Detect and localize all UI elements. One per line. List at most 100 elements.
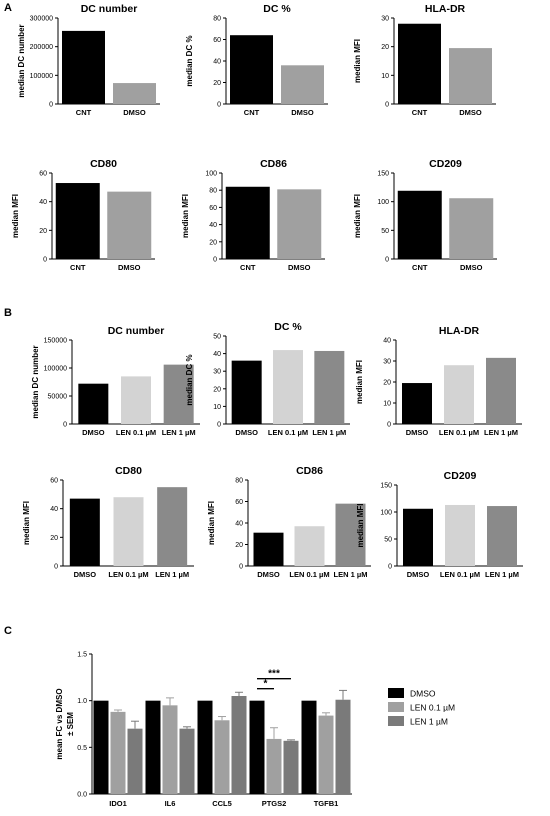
y-tick-label: 20	[209, 239, 217, 246]
legend-swatch-len-0-1-m	[388, 702, 404, 712]
bar-dmso	[281, 65, 324, 104]
chart-title: CD86	[260, 158, 287, 170]
bar-dmso	[107, 191, 152, 259]
legend-label: LEN 1 µM	[410, 717, 448, 727]
chart-a3: HLA-DR median MFI 0 10 20 30 CNT DMSO	[353, 3, 496, 117]
x-tick-label: LEN 1 µM	[484, 428, 518, 437]
y-tick-label: 20	[39, 228, 47, 235]
y-axis-title: ± SEM	[66, 712, 75, 736]
chart-b3: HLA-DR median MFI 0 10 20 30 40 DMSO LEN 0.1 µM L…	[355, 325, 522, 437]
x-tick-label: LEN 1 µM	[312, 428, 346, 437]
y-tick-label: 0.5	[77, 745, 87, 752]
y-tick-label: 150	[380, 483, 392, 490]
chart-title: DC number	[81, 3, 138, 15]
y-tick-label: 0	[385, 257, 389, 264]
bar-dmso	[113, 83, 156, 104]
chart-title: HLA-DR	[439, 325, 480, 337]
bar-len-1-m	[314, 350, 345, 424]
x-tick-label: DMSO	[288, 263, 311, 272]
chart-title: DC number	[108, 325, 165, 337]
bar-dmso	[277, 189, 322, 259]
x-tick-label: LEN 0.1 µM	[440, 570, 480, 579]
x-tick-label: TGFB1	[314, 799, 339, 808]
bar-ptgs2-len-1-m	[283, 740, 299, 794]
y-tick-label: 50	[213, 334, 221, 341]
y-tick-label: 20	[50, 535, 58, 542]
y-tick-label: 40	[213, 351, 221, 358]
y-tick-label: 0	[49, 102, 53, 109]
y-tick-label: 60	[213, 37, 221, 44]
y-tick-label: 80	[235, 478, 243, 485]
y-tick-label: 0	[217, 422, 221, 429]
y-tick-label: 30	[383, 359, 391, 366]
y-tick-label: 10	[213, 404, 221, 411]
y-axis-title: median DC %	[185, 354, 194, 405]
y-tick-label: 40	[213, 59, 221, 66]
chart-a5: CD86 median MFI 0 20 40 60 80 100 CNT DMSO	[181, 158, 325, 272]
chart-a1: DC number median DC number 0 100000 200000 30…	[17, 3, 160, 117]
y-axis-title: median MFI	[353, 194, 362, 238]
panel-letter-b: B	[4, 307, 12, 319]
chart-a6: CD209 median MFI 0 50 100 150 CNT DMSO	[353, 158, 497, 272]
y-tick-label: 0	[63, 422, 67, 429]
y-tick-label: 60	[39, 171, 47, 178]
bar-len-0-1-m	[294, 526, 325, 566]
x-tick-label: DMSO	[291, 108, 314, 117]
y-tick-label: 60	[235, 499, 243, 506]
x-tick-label: DMSO	[82, 428, 105, 437]
chart-title: CD209	[444, 470, 477, 482]
y-tick-label: 20	[213, 80, 221, 87]
y-tick-label: 40	[39, 199, 47, 206]
bar-cnt	[225, 186, 270, 259]
bar-len-1-m	[157, 487, 188, 566]
y-axis-title: median MFI	[11, 194, 20, 238]
bar-dmso	[403, 508, 433, 566]
x-tick-label: DMSO	[118, 263, 141, 272]
y-tick-label: 300000	[30, 16, 53, 23]
y-tick-label: 50	[384, 537, 392, 544]
bar-ptgs2-dmso	[249, 700, 265, 794]
bar-ptgs2-len-0-1-m	[266, 738, 282, 794]
y-tick-label: 40	[235, 521, 243, 528]
chart-b5: CD86 median MFI 0 20 40 60 80 DMSO LEN 0.1 µM LEN…	[207, 465, 371, 579]
x-tick-label: CNT	[412, 263, 428, 272]
y-tick-label: 0	[239, 564, 243, 571]
bar-il6-len-0-1-m	[162, 705, 178, 794]
bar-cnt	[62, 30, 105, 104]
y-tick-label: 20	[381, 44, 389, 51]
y-axis-title: median MFI	[207, 501, 216, 545]
x-tick-label: DMSO	[407, 570, 430, 579]
x-tick-label: LEN 1 µM	[485, 570, 519, 579]
bar-il6-len-1-m	[179, 728, 195, 794]
y-axis-title: median MFI	[22, 501, 31, 545]
y-tick-label: 60	[50, 478, 58, 485]
x-tick-label: CNT	[70, 263, 86, 272]
y-tick-label: 0	[43, 257, 47, 264]
bar-ccl5-len-0-1-m	[214, 720, 230, 794]
y-tick-label: 0	[54, 564, 58, 571]
chart-title: DC %	[274, 321, 302, 333]
y-tick-label: 20	[383, 380, 391, 387]
significance-label: ***	[268, 669, 280, 680]
y-tick-label: 200000	[30, 44, 53, 51]
y-tick-label: 1.5	[77, 652, 87, 659]
chart-title: CD86	[296, 465, 323, 477]
bar-dmso	[253, 532, 284, 566]
y-tick-label: 100	[205, 171, 217, 178]
x-tick-label: LEN 0.1 µM	[439, 428, 479, 437]
bar-ido1-len-1-m	[127, 728, 143, 794]
y-tick-label: 40	[50, 506, 58, 513]
y-axis-title: mean FC vs DMSO	[55, 688, 64, 759]
y-axis-title: median MFI	[353, 39, 362, 83]
bar-tgfb1-len-1-m	[335, 699, 351, 794]
x-tick-label: DMSO	[460, 263, 483, 272]
y-axis-title: median DC number	[17, 24, 26, 97]
bar-ido1-len-0-1-m	[110, 711, 126, 794]
x-tick-label: CNT	[76, 108, 92, 117]
chart-b1: DC number median DC number 0 50000 100000 150…	[31, 325, 200, 437]
y-tick-label: 150	[377, 171, 389, 178]
bar-tgfb1-len-0-1-m	[318, 715, 334, 794]
y-tick-label: 10	[381, 73, 389, 80]
x-tick-label: LEN 1 µM	[162, 428, 196, 437]
y-axis-title: median MFI	[181, 194, 190, 238]
